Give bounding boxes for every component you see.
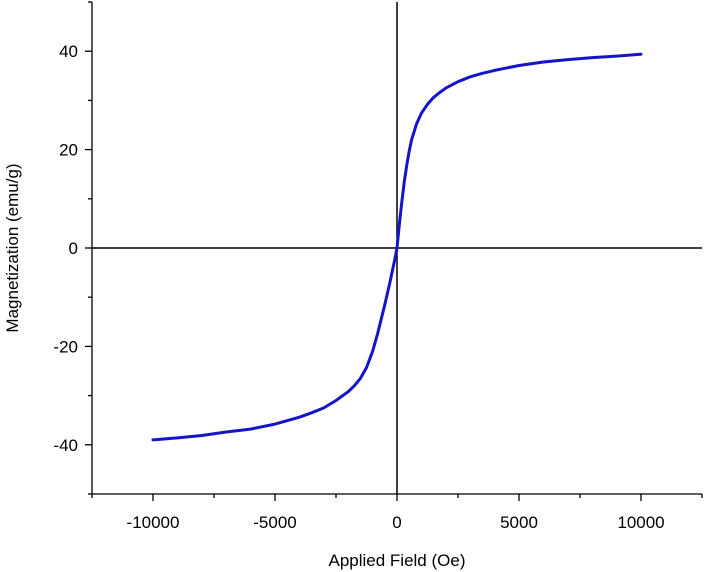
x-axis-title: Applied Field (Oe) <box>328 551 465 570</box>
y-tick-label: 40 <box>59 42 78 61</box>
x-tick-label: 0 <box>392 513 401 532</box>
x-axis: -10000 -5000 0 5000 10000 <box>91 494 703 532</box>
y-axis-title: Magnetization (emu/g) <box>3 163 22 332</box>
y-tick-label: 0 <box>69 239 78 258</box>
magnetization-curve <box>151 52 643 442</box>
x-tick-label: -10000 <box>127 513 180 532</box>
y-tick-label: -40 <box>53 436 78 455</box>
series-group <box>151 52 643 442</box>
y-tick-label: -20 <box>53 337 78 356</box>
x-tick-label: -5000 <box>253 513 296 532</box>
x-tick-label: 5000 <box>500 513 538 532</box>
y-tick-label: 20 <box>59 141 78 160</box>
y-axis: -40 -20 0 20 40 <box>53 1 92 495</box>
x-tick-label: 10000 <box>617 513 664 532</box>
